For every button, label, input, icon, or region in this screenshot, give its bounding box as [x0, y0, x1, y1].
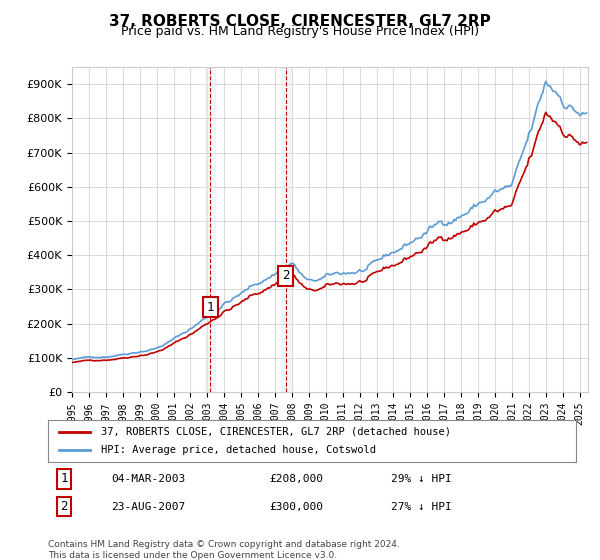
Text: 2: 2	[282, 269, 290, 282]
Text: 04-MAR-2003: 04-MAR-2003	[112, 474, 185, 484]
Text: 37, ROBERTS CLOSE, CIRENCESTER, GL7 2RP (detached house): 37, ROBERTS CLOSE, CIRENCESTER, GL7 2RP …	[101, 427, 451, 437]
Text: 37, ROBERTS CLOSE, CIRENCESTER, GL7 2RP: 37, ROBERTS CLOSE, CIRENCESTER, GL7 2RP	[109, 14, 491, 29]
Bar	[205, 67, 215, 392]
Text: £208,000: £208,000	[270, 474, 324, 484]
Text: 27% ↓ HPI: 27% ↓ HPI	[391, 502, 452, 512]
Text: 1: 1	[206, 301, 214, 314]
Text: Price paid vs. HM Land Registry's House Price Index (HPI): Price paid vs. HM Land Registry's House …	[121, 25, 479, 38]
Bar	[281, 67, 291, 392]
Text: HPI: Average price, detached house, Cotswold: HPI: Average price, detached house, Cots…	[101, 445, 376, 455]
Text: 29% ↓ HPI: 29% ↓ HPI	[391, 474, 452, 484]
Text: 1: 1	[60, 473, 68, 486]
Text: 23-AUG-2007: 23-AUG-2007	[112, 502, 185, 512]
Text: Contains HM Land Registry data © Crown copyright and database right 2024.
This d: Contains HM Land Registry data © Crown c…	[48, 540, 400, 560]
Text: 2: 2	[60, 500, 68, 513]
Text: £300,000: £300,000	[270, 502, 324, 512]
